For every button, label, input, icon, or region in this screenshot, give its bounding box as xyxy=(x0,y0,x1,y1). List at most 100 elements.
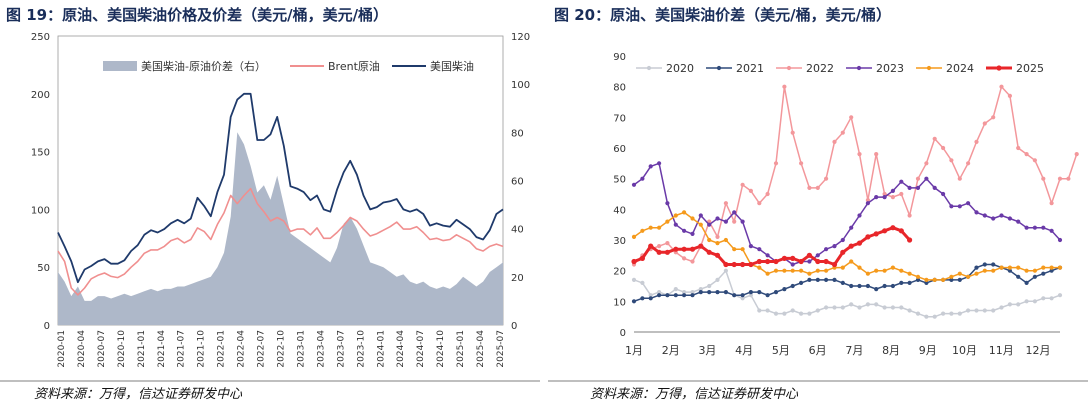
series-point-2022 xyxy=(748,188,753,193)
series-point-2023 xyxy=(949,204,954,209)
chart-title: 图 20：原油、美国柴油价差（美元/桶，美元/桶） xyxy=(554,6,892,24)
series-point-2025 xyxy=(681,246,687,252)
legend-label-brent: Brent原油 xyxy=(328,59,380,73)
y-tick-label-right: 60 xyxy=(511,177,524,188)
series-point-2022 xyxy=(882,191,887,197)
series-point-2025 xyxy=(664,249,670,255)
series-point-2021 xyxy=(665,293,670,298)
series-point-2025 xyxy=(865,234,871,240)
series-point-2022 xyxy=(757,201,762,206)
series-point-2022 xyxy=(824,176,829,181)
series-point-2024 xyxy=(682,210,687,215)
series-point-2025 xyxy=(731,261,737,268)
series-point-2020 xyxy=(932,314,937,319)
series-point-2021 xyxy=(957,277,962,282)
series-point-2025 xyxy=(831,261,838,268)
series-point-2020 xyxy=(1016,302,1021,307)
series-point-2021 xyxy=(765,293,770,298)
series-point-2023 xyxy=(715,216,720,221)
series-point-2022 xyxy=(1032,158,1037,163)
series-line-2023 xyxy=(633,162,1061,266)
series-point-2025 xyxy=(907,237,913,243)
series-point-2024 xyxy=(857,265,862,270)
x-tick-label: 7月 xyxy=(845,344,863,357)
y-tick-label-right: 80 xyxy=(511,128,524,139)
series-point-2023 xyxy=(865,201,870,206)
series-point-2021 xyxy=(1024,280,1029,285)
series-point-2021 xyxy=(874,287,879,292)
y-tick-label-left: 100 xyxy=(31,205,50,216)
series-point-2023 xyxy=(690,231,695,236)
series-point-2023 xyxy=(807,259,812,264)
x-tick-label: 2020-01 xyxy=(57,330,67,368)
series-point-2022 xyxy=(773,161,779,166)
series-point-2024 xyxy=(915,274,921,279)
series-point-2025 xyxy=(848,243,854,249)
series-point-2021 xyxy=(740,293,745,298)
series-point-2020 xyxy=(715,277,720,282)
series-point-2021 xyxy=(824,277,829,282)
series-point-2023 xyxy=(849,225,854,230)
series-point-2021 xyxy=(707,290,712,295)
series-point-2024 xyxy=(991,268,996,273)
series-point-2022 xyxy=(1066,176,1071,181)
series-point-2020 xyxy=(640,280,645,285)
legend-marker-2022 xyxy=(786,65,792,71)
series-point-2023 xyxy=(748,244,753,249)
series-point-2020 xyxy=(807,311,812,316)
y-tick-label-right: 20 xyxy=(511,273,524,284)
legend-marker-2024 xyxy=(926,65,932,71)
series-point-2024 xyxy=(799,268,804,273)
series-point-2022 xyxy=(815,185,820,190)
y-tick-label-left: 250 xyxy=(31,32,50,43)
series-point-2023 xyxy=(673,222,678,227)
series-point-2020 xyxy=(782,311,787,316)
y-tick-label-right: 120 xyxy=(511,32,530,43)
series-point-2021 xyxy=(1007,268,1012,273)
series-point-2023 xyxy=(824,247,829,252)
series-point-2025 xyxy=(639,255,645,261)
series-point-2025 xyxy=(840,249,846,255)
series-point-2023 xyxy=(657,161,662,166)
series-point-2021 xyxy=(748,290,753,295)
y-tick-label: 20 xyxy=(613,267,626,278)
series-point-2020 xyxy=(690,290,695,295)
series-point-2021 xyxy=(773,290,779,295)
series-point-2020 xyxy=(799,311,804,316)
series-point-2024 xyxy=(865,271,870,276)
series-point-2023 xyxy=(1049,228,1054,233)
series-point-2020 xyxy=(857,305,862,310)
series-point-2025 xyxy=(806,252,812,258)
x-tick-label: 2024-04 xyxy=(396,330,406,368)
series-point-2021 xyxy=(657,293,662,298)
series-point-2020 xyxy=(740,296,745,301)
series-point-2023 xyxy=(765,253,770,258)
series-point-2023 xyxy=(924,176,929,181)
series-point-2025 xyxy=(714,252,721,258)
legend-label-spread: 美国柴油-原油价差（右） xyxy=(141,59,266,73)
x-tick-label: 2020-07 xyxy=(97,330,107,368)
series-point-2024 xyxy=(790,268,795,273)
x-tick-label: 2021-01 xyxy=(137,330,147,368)
x-tick-label: 2022-07 xyxy=(257,330,267,368)
series-point-2020 xyxy=(890,305,895,310)
series-point-2024 xyxy=(757,265,762,270)
series-point-2022 xyxy=(790,130,795,135)
series-point-2021 xyxy=(682,293,687,298)
series-point-2022 xyxy=(924,161,929,166)
series-point-2021 xyxy=(715,290,720,295)
series-point-2024 xyxy=(890,265,895,270)
series-point-2025 xyxy=(815,258,821,265)
series-point-2020 xyxy=(790,308,795,313)
series-point-2021 xyxy=(648,296,653,301)
x-tick-label: 2023-07 xyxy=(336,330,346,368)
series-point-2025 xyxy=(773,258,779,265)
x-tick-label: 2023-04 xyxy=(316,330,326,368)
diesel-line-series xyxy=(57,92,504,284)
series-point-2020 xyxy=(698,287,703,292)
series-point-2022 xyxy=(715,234,720,239)
series-point-2023 xyxy=(815,253,820,258)
series-point-2022 xyxy=(732,219,737,224)
series-point-2021 xyxy=(790,283,795,289)
series-point-2021 xyxy=(982,262,987,267)
